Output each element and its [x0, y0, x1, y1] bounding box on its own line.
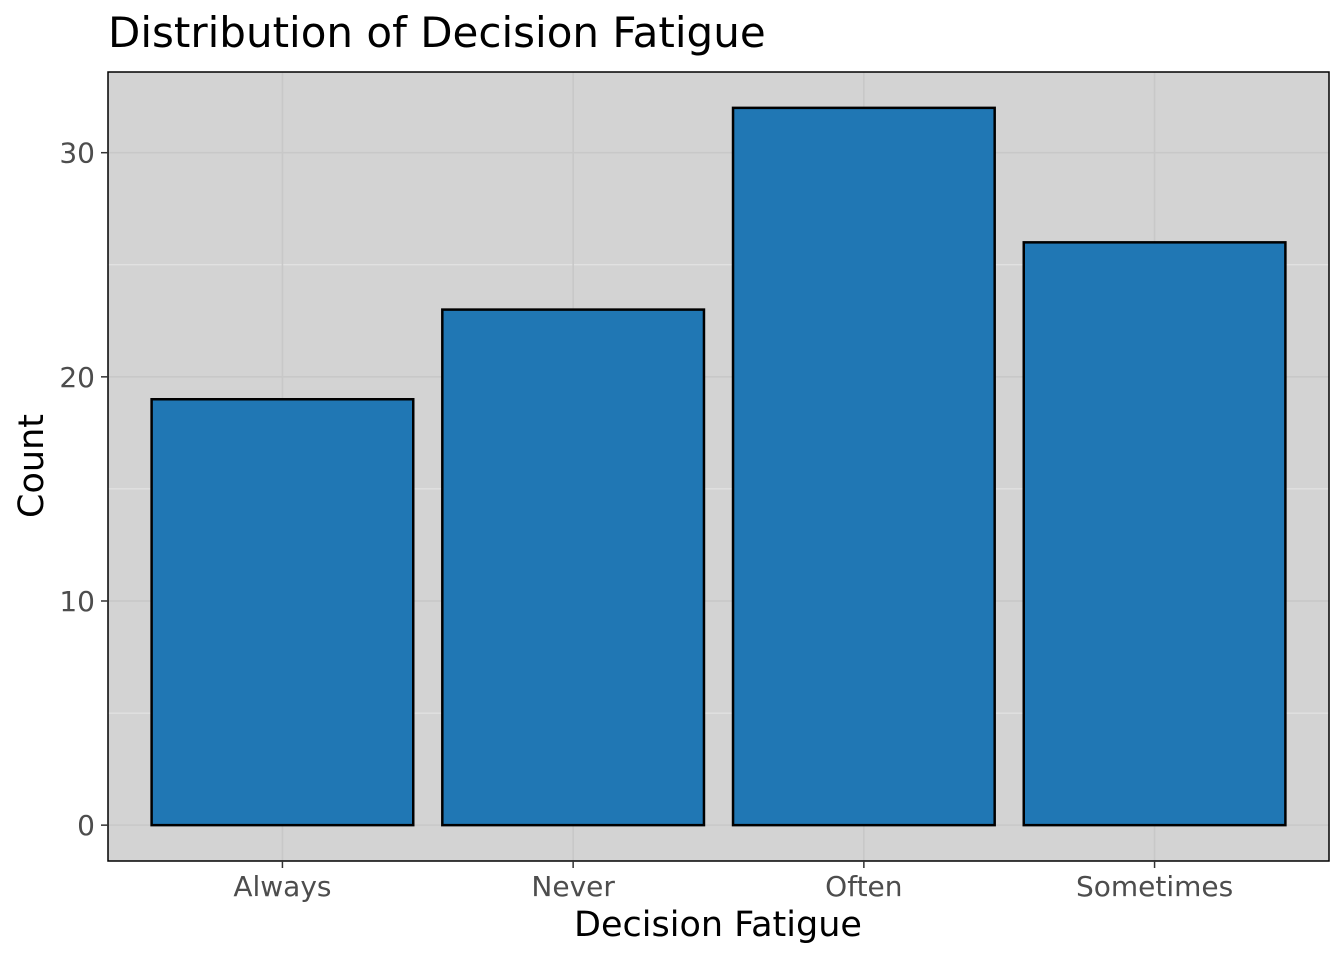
- bar-sometimes: [1022, 241, 1287, 827]
- plot-panel-border: [107, 71, 1330, 862]
- x-tick-label: Sometimes: [1076, 870, 1233, 903]
- y-axis-ticks: 0 10 20 30: [59, 137, 108, 842]
- x-tick-label: Never: [531, 870, 615, 903]
- y-tick-label: 10: [59, 585, 95, 618]
- x-tick-label: Always: [233, 870, 331, 903]
- y-tick-label: 30: [59, 137, 95, 170]
- bar-always: [150, 398, 415, 827]
- y-tick-label: 20: [59, 361, 95, 394]
- y-tick-label: 0: [77, 809, 95, 842]
- bar-never: [441, 308, 706, 827]
- bars-group: [150, 106, 1287, 827]
- y-axis-title: Count: [12, 414, 52, 518]
- x-tick-label: Often: [825, 870, 902, 903]
- x-axis-title: Decision Fatigue: [574, 905, 862, 945]
- bar-often: [731, 106, 996, 827]
- chart-title: Distribution of Decision Fatigue: [108, 8, 766, 57]
- x-axis-ticks: Always Never Often Sometimes: [233, 861, 1233, 903]
